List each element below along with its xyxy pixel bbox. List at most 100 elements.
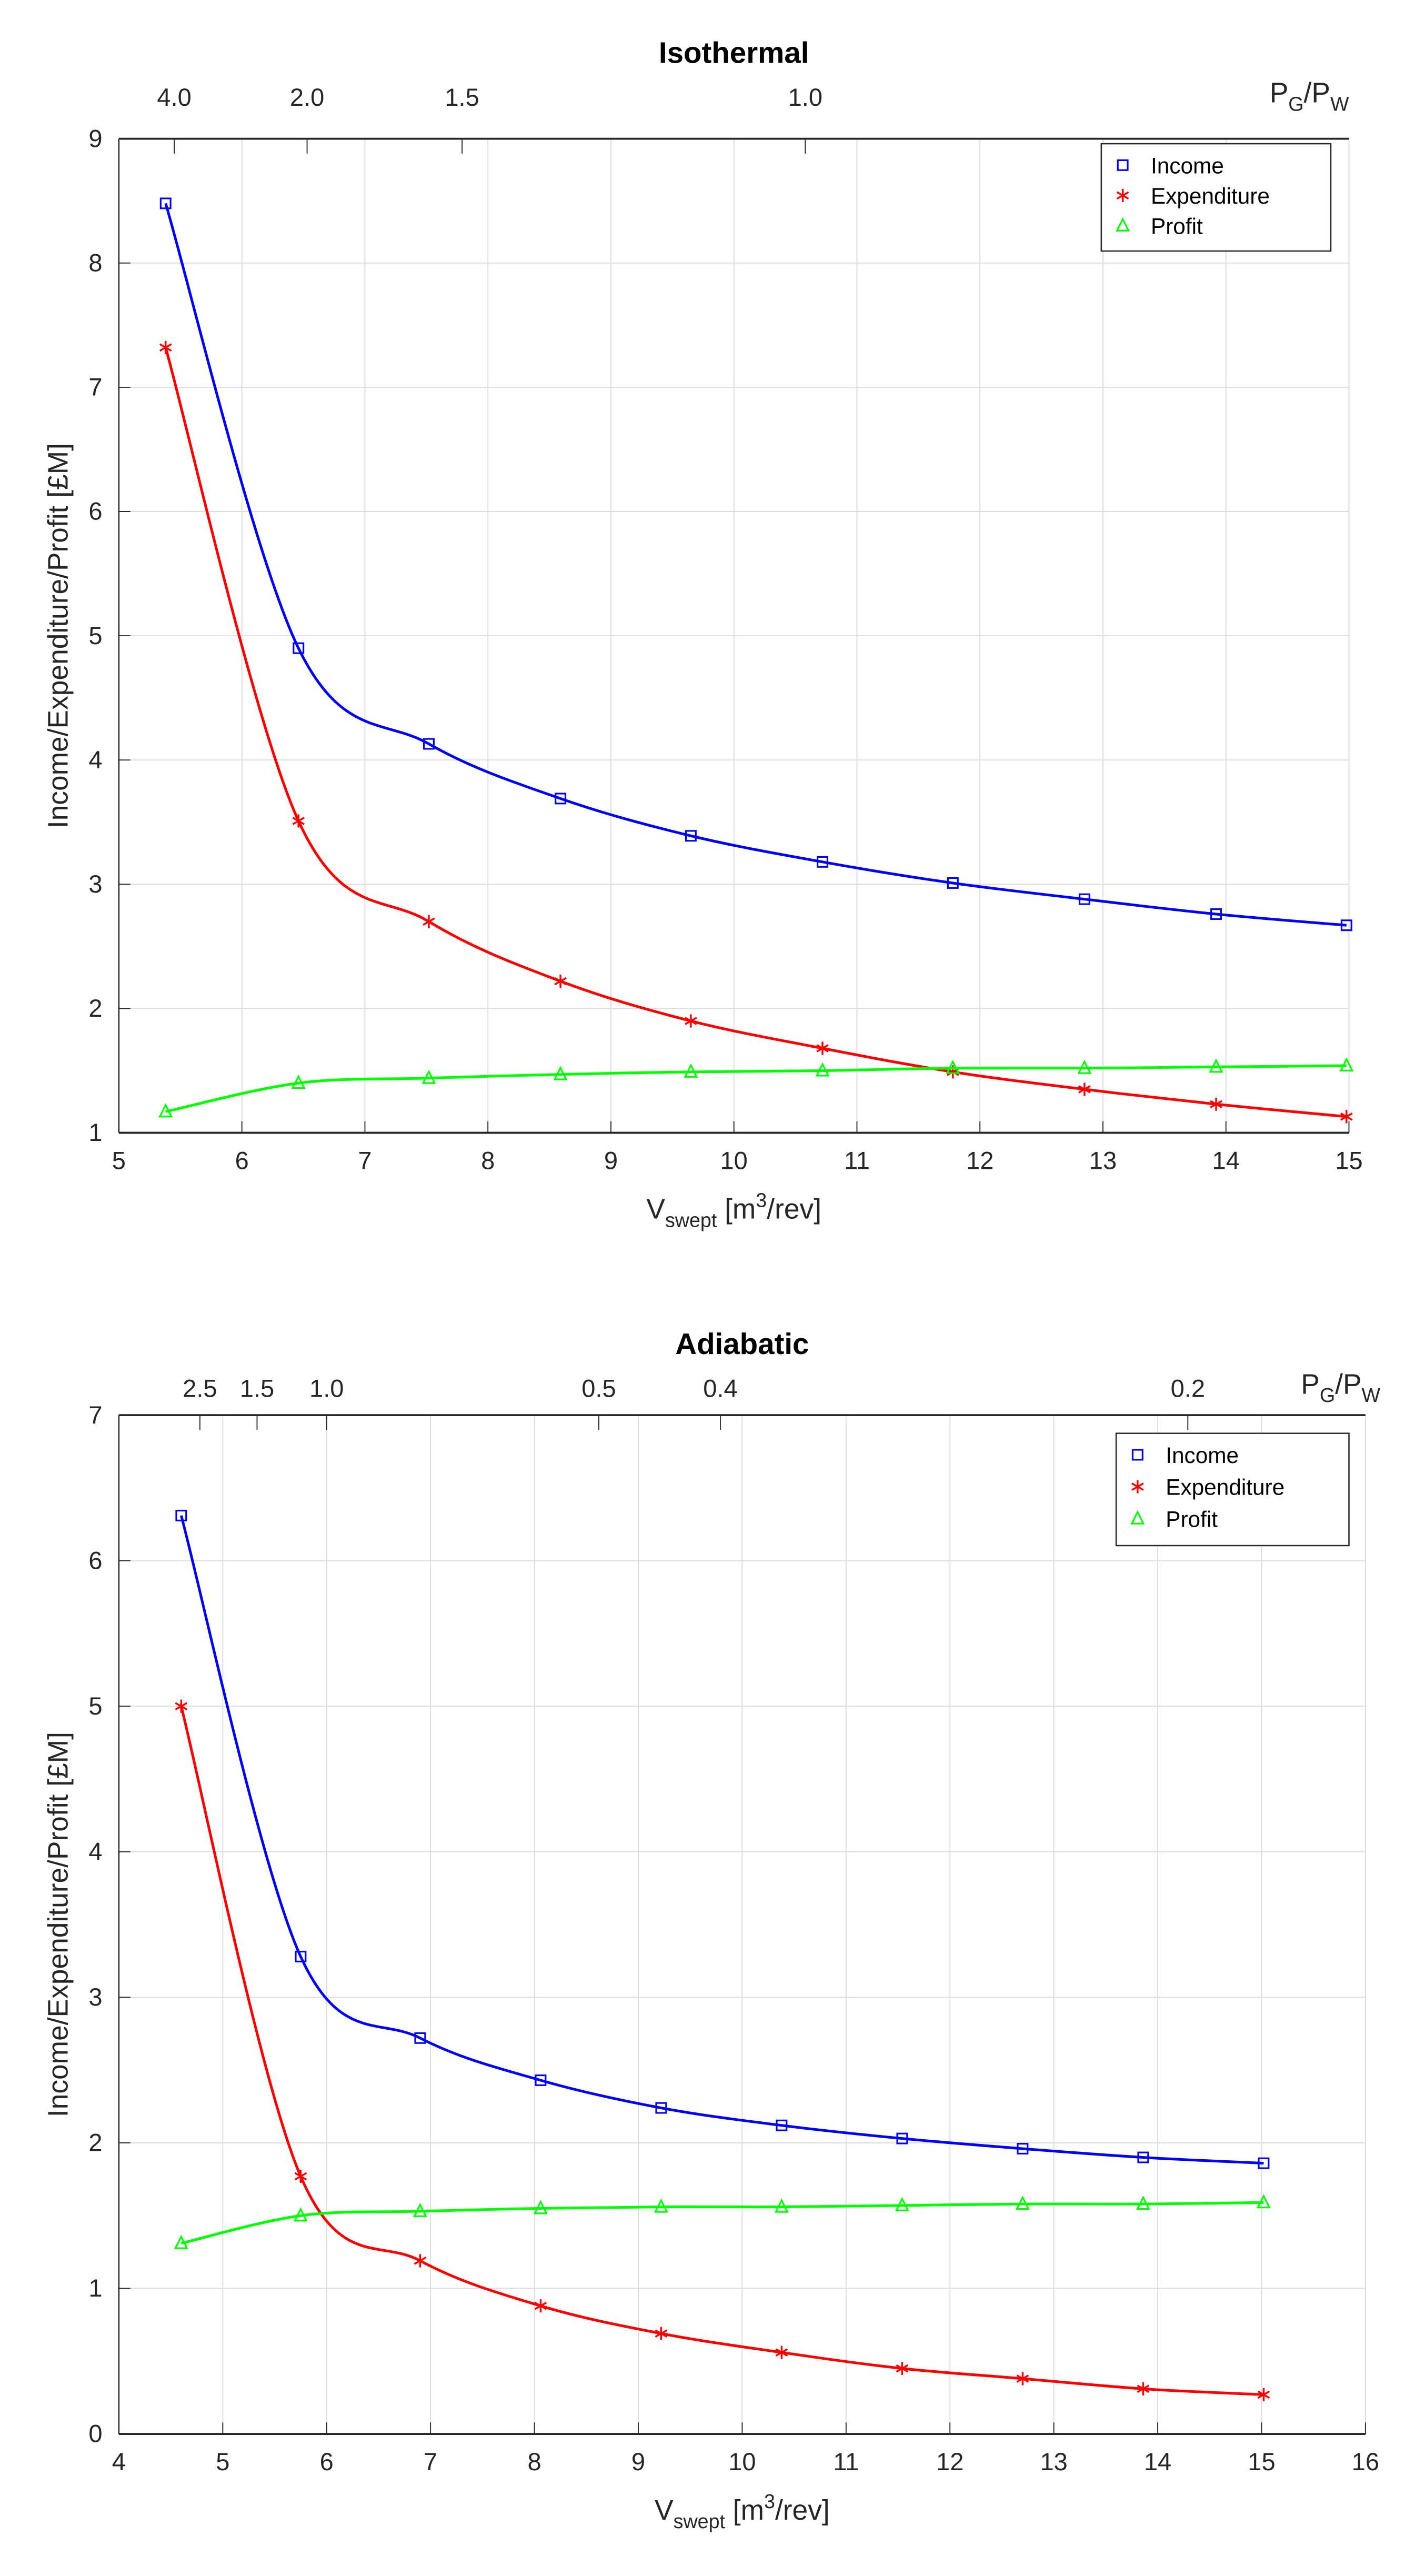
- asterisk-stroke: [159, 343, 172, 352]
- y-tick-label: 5: [88, 1692, 102, 1720]
- profit-point: [413, 2202, 427, 2217]
- top-tick-label: 2.5: [183, 1375, 217, 1402]
- chart-title: Isothermal: [659, 36, 809, 69]
- y-tick-label: 7: [88, 1401, 102, 1429]
- expenditure-point: [896, 2362, 909, 2375]
- income-point: [776, 2119, 788, 2131]
- x-tick-label: 9: [604, 1147, 618, 1175]
- income-point: [1258, 2157, 1270, 2169]
- asterisk-stroke: [423, 917, 435, 926]
- legend-income-marker: [1131, 1449, 1143, 1461]
- y-tick-label: 1: [88, 2274, 102, 2302]
- asterisk-stroke: [1131, 1482, 1144, 1491]
- label-part: /P: [1304, 78, 1330, 109]
- income-line: [164, 203, 1347, 927]
- legend-profit-label: Profit: [1151, 214, 1203, 239]
- profit-point: [1136, 2196, 1150, 2210]
- top-tick-label: 4.0: [157, 83, 191, 111]
- label-part: V: [646, 1194, 665, 1225]
- expenditure-point: [655, 2327, 668, 2340]
- income-point: [295, 1950, 307, 1962]
- legend: Income Expenditure Profit: [1100, 143, 1332, 252]
- expenditure-point: [1078, 1082, 1091, 1096]
- asterisk-stroke: [1016, 2374, 1029, 2383]
- y-tick-label: 6: [88, 497, 102, 525]
- x-tick-label: 7: [358, 1147, 372, 1175]
- legend-income-marker: [1117, 159, 1129, 171]
- income-point: [535, 2074, 547, 2086]
- asterisk-stroke: [1210, 1100, 1222, 1109]
- income-point: [947, 877, 959, 889]
- x-axis-label: Vswept [m3/rev]: [655, 2490, 830, 2532]
- label-sub: G: [1288, 93, 1303, 115]
- label-sup: 3: [764, 2490, 775, 2512]
- income-point: [896, 2132, 908, 2144]
- legend-income-label: Income: [1151, 154, 1224, 178]
- label-sub: G: [1320, 1384, 1335, 1406]
- top-tick-label: 1.0: [309, 1375, 344, 1402]
- x-tick-label: 4: [112, 2448, 126, 2475]
- label-part: P: [1301, 1369, 1320, 1400]
- series-expenditure: [159, 340, 1353, 1124]
- profit-point: [1209, 1058, 1223, 1073]
- y-tick-label: 2: [88, 994, 102, 1022]
- x-axis-label: Vswept [m3/rev]: [646, 1189, 821, 1231]
- profit-point: [774, 2198, 789, 2213]
- expenditure-point: [294, 2169, 307, 2183]
- label-part: V: [655, 2495, 674, 2526]
- x-tick-label: 16: [1352, 2448, 1379, 2475]
- profit-point: [158, 1103, 173, 1118]
- x-tick-label: 12: [966, 1147, 993, 1175]
- asterisk-stroke: [294, 2172, 307, 2181]
- series-expenditure: [175, 1699, 1270, 2401]
- profit-point: [946, 1059, 960, 1074]
- x-tick-label: 10: [720, 1147, 748, 1175]
- expenditure-point: [1137, 2382, 1150, 2395]
- asterisk-stroke: [655, 2329, 668, 2338]
- legend-profit-marker: [1116, 217, 1130, 232]
- profit-point: [1077, 1059, 1092, 1074]
- x-tick-label: 5: [112, 1147, 126, 1175]
- legend-expenditure-marker: [1116, 188, 1129, 202]
- profit-point: [1339, 1057, 1354, 1072]
- income-point: [1017, 2143, 1029, 2154]
- profit-line: [180, 2201, 1264, 2245]
- y-tick-label: 6: [88, 1546, 102, 1574]
- expenditure-point: [1340, 1110, 1353, 1124]
- asterisk-stroke: [292, 817, 305, 825]
- asterisk-stroke: [534, 2301, 547, 2310]
- series-profit: [174, 2194, 1271, 2249]
- top-tick-label: 0.2: [1171, 1375, 1205, 1402]
- y-tick-label: 4: [88, 1837, 102, 1865]
- profit-point: [291, 1075, 306, 1089]
- legend: Income Expenditure Profit: [1115, 1432, 1350, 1547]
- y-tick-label: 5: [88, 622, 102, 649]
- income-point: [1078, 893, 1090, 905]
- x-tick-label: 14: [1212, 1147, 1240, 1175]
- y-tick-label: 3: [88, 870, 102, 898]
- legend-box: [1115, 1432, 1350, 1547]
- asterisk-stroke: [896, 2364, 909, 2373]
- expenditure-point: [816, 1041, 829, 1055]
- x-tick-label: 5: [216, 2448, 229, 2475]
- x-tick-label: 15: [1335, 1147, 1362, 1175]
- income-point: [685, 830, 697, 842]
- asterisk-stroke: [1116, 191, 1129, 200]
- x-tick-label: 14: [1144, 2448, 1171, 2475]
- x-tick-label: 15: [1248, 2448, 1275, 2475]
- asterisk-stroke: [554, 977, 567, 986]
- profit-point: [422, 1069, 436, 1084]
- top-tick-label: 1.0: [788, 83, 822, 111]
- expenditure-point: [1210, 1097, 1222, 1111]
- x-tick-label: 6: [235, 1147, 249, 1175]
- series-income: [175, 1509, 1270, 2169]
- income-line: [179, 1515, 1264, 2165]
- income-point: [555, 793, 567, 805]
- x-tick-label: 11: [833, 2448, 859, 2475]
- legend-expenditure-label: Expenditure: [1151, 184, 1270, 208]
- expenditure-point: [414, 2254, 427, 2268]
- income-point: [423, 738, 435, 750]
- x-tick-label: 9: [631, 2448, 645, 2475]
